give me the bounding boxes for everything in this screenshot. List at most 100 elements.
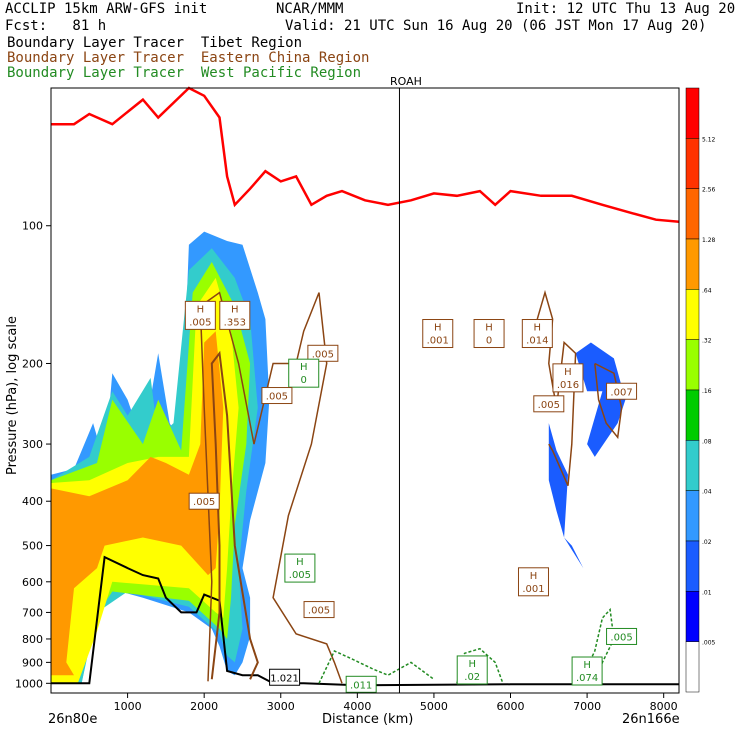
x-tick-label: 5000	[420, 700, 448, 713]
plot-border	[50, 87, 680, 694]
plot-frame: 1000 2000 3000 4000 5000 6000 7000 800010020030…	[15, 87, 680, 713]
annotation-value: .005	[610, 632, 632, 643]
x-tick-label: 1000	[114, 700, 142, 713]
annotation-box	[184, 300, 216, 330]
annotation-value: .005	[312, 349, 334, 360]
y-tick-label: 1000	[15, 677, 43, 690]
annotation-value: 0	[486, 336, 492, 347]
annotation-value: .007	[610, 387, 632, 398]
annotation-letter: H	[300, 362, 308, 373]
legend-west-pacific: Boundary Layer Tracer West Pacific Regio…	[7, 65, 362, 81]
colorbar-swatch	[685, 591, 700, 642]
colorbar-swatch	[685, 289, 700, 340]
colorbar-label: .64	[702, 287, 712, 294]
annotation-box	[552, 363, 584, 393]
y-tick-label: 200	[22, 357, 43, 370]
y-tick-label: 300	[22, 438, 43, 451]
colorbar-swatch	[685, 238, 700, 290]
surface-line	[51, 555, 679, 687]
x-tick-label: 2000	[190, 700, 218, 713]
contour-annotation: H .016	[552, 363, 584, 393]
contour-annotation: H .001	[422, 319, 454, 349]
annotation-letter: H	[468, 659, 476, 670]
contour-annotation: H .074	[571, 656, 603, 686]
annotation-letter: H	[534, 323, 542, 334]
contour-annotation: H .005	[284, 553, 316, 583]
contour-annotation: .005	[533, 395, 565, 413]
colorbar-swatch	[685, 188, 700, 240]
contour-annotation: H .005	[184, 300, 216, 330]
contour-annotation: 1.021	[269, 668, 301, 686]
annotation-box	[303, 601, 335, 619]
contour-annotation: .005	[307, 344, 339, 362]
colorbar-label: .005	[702, 640, 716, 647]
annotation-letter: H	[485, 323, 493, 334]
annotation-box	[188, 492, 220, 510]
annotation-value: .016	[557, 380, 579, 391]
annotation-letter: H	[296, 557, 304, 568]
annotation-box	[456, 655, 488, 685]
forecast-hour: Fcst: 81 h	[5, 18, 107, 34]
annotation-value: .074	[576, 673, 598, 684]
x-tick-label: 6000	[497, 700, 525, 713]
annotation-letter: H	[583, 660, 591, 671]
china-contour-east-2	[594, 362, 623, 440]
annotation-box	[345, 675, 377, 693]
colorbar: .005 .01 .02 .04 .08 .16 .32 .64 1.28 2.56 5.12	[685, 87, 716, 693]
colorbar-swatch	[685, 389, 700, 441]
y-tick-label: 400	[22, 495, 43, 508]
annotation-value: .005	[193, 497, 215, 508]
annotation-letter: H	[530, 571, 538, 582]
contour-annotation: H .353	[219, 300, 251, 330]
annotation-value: .005	[266, 392, 288, 403]
colorbar-swatch	[685, 641, 700, 693]
annotation-box	[284, 553, 316, 583]
legend-eastern-china: Boundary Layer Tracer Eastern China Regi…	[7, 50, 370, 66]
annotation-box	[606, 382, 638, 400]
pacific-contour-west	[318, 650, 435, 684]
x-tick-label: 8000	[650, 700, 678, 713]
colorbar-label: .16	[702, 388, 712, 395]
annotation-value: .005	[189, 317, 211, 328]
annotation-value: .353	[224, 317, 246, 328]
annotation-box	[261, 387, 293, 405]
tropopause-line	[51, 86, 680, 223]
valid-time: Valid: 21 UTC Sun 16 Aug 20 (06 JST Mon …	[285, 18, 707, 34]
init-time: Init: 12 UTC Thu 13 Aug 20	[516, 1, 736, 17]
annotation-box	[219, 300, 251, 330]
colorbar-label: .32	[702, 338, 712, 345]
west-pacific-fill-lower	[548, 423, 584, 569]
annotation-letter: H	[231, 304, 239, 315]
y-tick-label: 900	[22, 656, 43, 669]
colorbar-swatch	[685, 540, 700, 592]
contour-annotation: .007	[606, 382, 638, 400]
colorbar-swatch	[685, 138, 700, 189]
x-tick-label: 7000	[573, 700, 601, 713]
x-tick-label: 3000	[267, 700, 295, 713]
y-tick-label: 700	[22, 606, 43, 619]
annotation-box	[571, 656, 603, 686]
y-tick-label: 100	[22, 220, 43, 233]
x-axis-label: Distance (km)	[322, 712, 414, 727]
annotation-box	[606, 627, 638, 645]
right-endpoint: 26n166e	[622, 712, 680, 727]
contour-annotation: H .001	[517, 567, 549, 597]
colorbar-swatch	[685, 490, 700, 542]
colorbar-label: 5.12	[702, 136, 716, 143]
org-label: NCAR/MMM	[276, 1, 344, 17]
annotation-value: .005	[308, 606, 330, 617]
annotation-letter: H	[197, 304, 205, 315]
contour-annotation: .005	[303, 601, 335, 619]
contour-annotation: H0	[288, 358, 320, 388]
annotation-box	[269, 668, 301, 686]
annotation-value: .001	[522, 584, 544, 595]
colorbar-swatch	[685, 339, 700, 391]
tracer-shading	[51, 231, 626, 684]
annotation-box	[422, 319, 454, 349]
contour-annotation: H .014	[521, 319, 553, 349]
colorbar-swatch	[685, 440, 700, 491]
y-tick-label: 500	[22, 540, 43, 553]
contour-annotation: .005	[261, 387, 293, 405]
y-tick-label: 600	[22, 576, 43, 589]
